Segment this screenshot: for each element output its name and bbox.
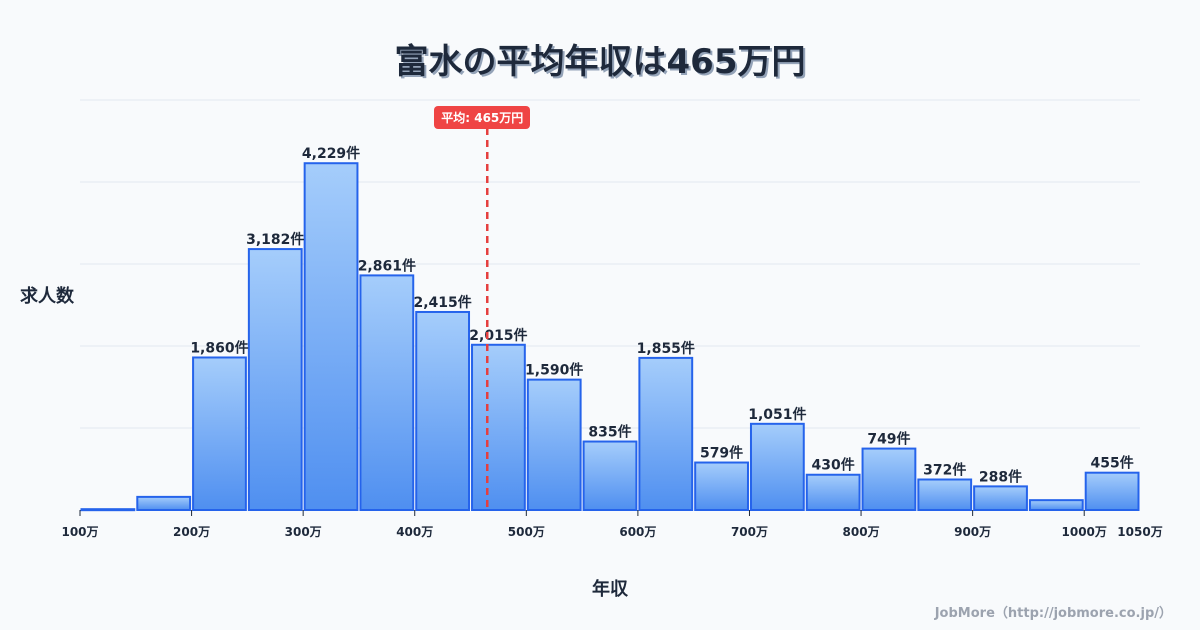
x-tick-label: 600万 bbox=[619, 525, 656, 539]
bar-value-label: 1,855件 bbox=[637, 340, 695, 357]
histogram-bar bbox=[1028, 499, 1084, 512]
bar-value-label: 430件 bbox=[812, 457, 855, 474]
bar-value-label: 288件 bbox=[979, 468, 1022, 485]
x-tick-label: 400万 bbox=[396, 525, 433, 539]
x-tick-label: 700万 bbox=[731, 525, 768, 539]
histogram-bar bbox=[471, 343, 526, 511]
histogram-bar bbox=[415, 310, 471, 511]
histogram-bar bbox=[694, 461, 749, 512]
bar-value-label: 2,861件 bbox=[358, 257, 416, 274]
bar-value-label: 835件 bbox=[588, 424, 631, 441]
average-badge: 平均: 465万円 bbox=[434, 106, 531, 129]
x-tick-label: 300万 bbox=[285, 525, 322, 539]
y-axis-label: 求人数 bbox=[20, 286, 74, 307]
bar-value-label: 2,415件 bbox=[413, 294, 471, 311]
histogram-bar bbox=[749, 422, 805, 511]
x-tick-label: 1050万 bbox=[1117, 525, 1162, 539]
bar-value-label: 455件 bbox=[1090, 455, 1133, 472]
histogram-bar bbox=[582, 440, 638, 511]
histogram-bar bbox=[136, 495, 192, 512]
histogram-bar bbox=[303, 162, 359, 512]
bar-value-label: 4,229件 bbox=[302, 145, 360, 162]
histogram-bar bbox=[1084, 471, 1140, 512]
chart-title: 富水の平均年収は465万円 bbox=[394, 42, 806, 82]
footer-credit: JobMore（http://jobmore.co.jp/） bbox=[934, 606, 1172, 621]
x-tick-label: 900万 bbox=[954, 525, 991, 539]
bar-value-label: 372件 bbox=[923, 461, 966, 478]
x-tick-label: 100万 bbox=[61, 525, 98, 539]
x-axis-label: 年収 bbox=[592, 579, 628, 600]
histogram-bar bbox=[359, 274, 415, 512]
histogram-bar bbox=[192, 356, 247, 512]
bar-value-label: 579件 bbox=[700, 445, 743, 462]
histogram-bar bbox=[805, 473, 861, 511]
x-tick-label: 200万 bbox=[173, 525, 210, 539]
bar-value-label: 2,015件 bbox=[469, 327, 527, 344]
bar-value-label: 749件 bbox=[867, 431, 910, 448]
x-tick-label: 1000万 bbox=[1062, 525, 1107, 539]
histogram-bar bbox=[861, 447, 917, 511]
histogram-bar bbox=[973, 485, 1028, 512]
histogram-bar bbox=[917, 478, 973, 512]
x-axis: 100万 200万 300万 400万 500万 600万 700万 800万 900万 1000… bbox=[61, 510, 1163, 539]
bar-value-label: 3,182件 bbox=[246, 231, 304, 248]
histogram-bar bbox=[247, 248, 303, 512]
x-tick-label: 500万 bbox=[508, 525, 545, 539]
bar-labels: 1,860件 3,182件 4,229件 2,861件 2,415件 2,015件 1,59… bbox=[190, 145, 1133, 485]
bar-value-label: 1,590件 bbox=[525, 362, 583, 379]
histogram-bar bbox=[638, 356, 694, 512]
bars bbox=[80, 162, 1140, 512]
x-tick-label: 800万 bbox=[843, 525, 880, 539]
histogram-bar bbox=[526, 378, 582, 511]
bar-value-label: 1,051件 bbox=[748, 406, 806, 423]
histogram-bar bbox=[80, 508, 136, 512]
bar-value-label: 1,860件 bbox=[190, 339, 248, 356]
